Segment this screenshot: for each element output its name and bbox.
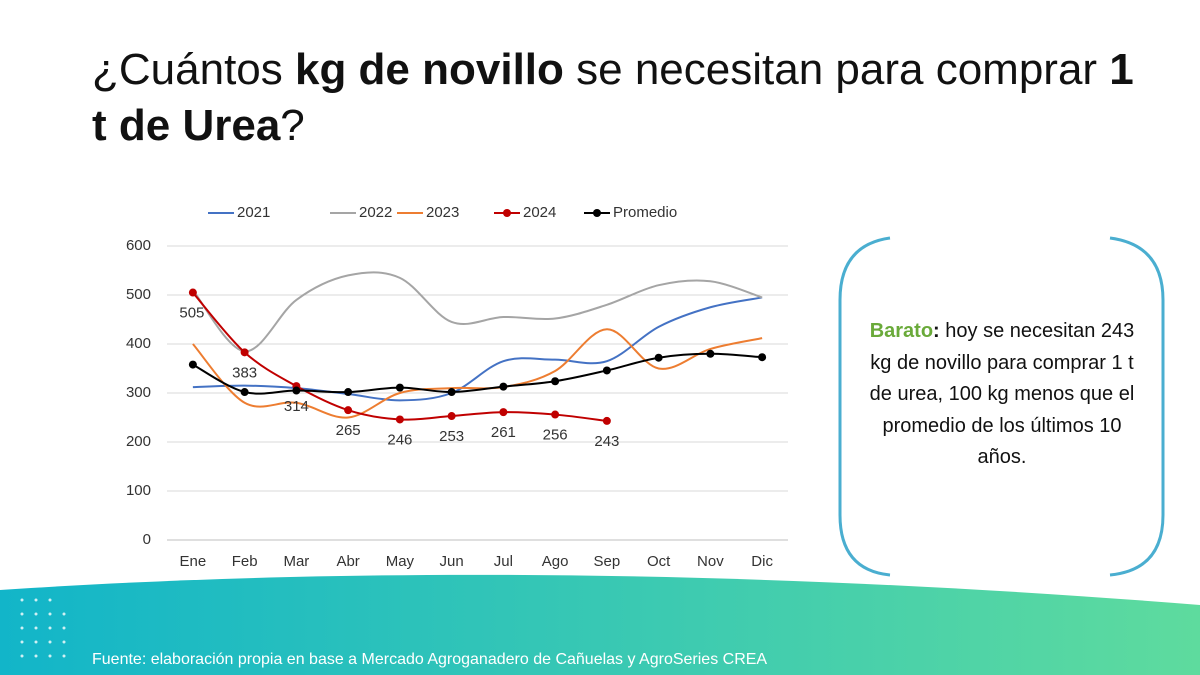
legend-label: Promedio (613, 204, 677, 221)
y-tick-label: 300 (126, 384, 151, 401)
title-part: se necesitan para comprar (563, 45, 1110, 94)
x-tick-label: Ene (180, 553, 207, 570)
data-label: 243 (594, 433, 619, 450)
source-note: Fuente: elaboración propia en base a Mer… (92, 651, 768, 668)
title-part: kg de novillo (294, 45, 564, 94)
series-line (192, 291, 607, 422)
legend-marker (503, 209, 511, 217)
point-marker (240, 348, 249, 357)
x-tick-label: Nov (697, 553, 724, 570)
x-tick-label: May (386, 553, 415, 570)
x-tick-label: Mar (283, 553, 309, 570)
callout-text: hoy se necesitan 243 kg de novillo para … (869, 320, 1135, 468)
title-part: ¿Cuántos (92, 45, 295, 94)
callout-colon: : (933, 320, 940, 342)
point-marker (188, 288, 197, 297)
x-tick-label: Jun (440, 553, 464, 570)
data-label: 505 (179, 305, 204, 322)
data-label: 253 (439, 428, 464, 445)
point-marker (395, 383, 404, 392)
legend-label: 2024 (523, 204, 556, 221)
x-tick-label: Abr (336, 553, 359, 570)
data-label: 314 (284, 398, 309, 415)
callout-highlight: Barato (869, 320, 934, 342)
y-tick-label: 500 (126, 286, 151, 303)
point-marker (499, 382, 508, 391)
series-line (192, 271, 763, 353)
x-tick-label: Jul (494, 553, 513, 570)
data-label: 261 (491, 424, 516, 441)
series-line (192, 352, 763, 395)
x-tick-label: Oct (647, 553, 671, 570)
slide-title: ¿Cuántos kg de novillo se necesitan para… (92, 42, 1142, 154)
title-part: ? (280, 101, 305, 150)
point-marker (344, 388, 353, 397)
point-marker (344, 406, 353, 415)
legend-label: 2023 (426, 204, 459, 221)
point-marker (395, 415, 404, 424)
x-tick-label: Dic (751, 553, 773, 570)
point-marker (602, 416, 611, 425)
point-marker (499, 408, 508, 417)
x-tick-label: Ago (542, 553, 569, 570)
point-marker (240, 388, 249, 397)
callout-bracket (838, 236, 891, 577)
point-marker (447, 388, 456, 397)
y-tick-label: 100 (126, 482, 151, 499)
x-tick-label: Sep (594, 553, 621, 570)
y-tick-label: 600 (126, 237, 151, 254)
footer-wave (0, 574, 1200, 675)
y-tick-label: 200 (126, 433, 151, 450)
point-marker (551, 410, 560, 419)
x-tick-label: Feb (232, 553, 258, 570)
point-marker (758, 353, 767, 362)
point-marker (551, 377, 560, 386)
point-marker (654, 353, 663, 362)
y-tick-label: 0 (143, 531, 151, 548)
chart: 0 100 200 300 400 500 600 Ene Feb Mar Abr May Jun Jul… (126, 204, 788, 570)
y-tick-label: 400 (126, 335, 151, 352)
data-label: 256 (543, 427, 568, 444)
data-label: 383 (232, 364, 257, 381)
title-part: 1 t de Urea (92, 45, 1134, 150)
callout-bracket (1109, 236, 1165, 577)
point-marker (447, 412, 456, 421)
legend-label: 2021 (237, 204, 270, 221)
legend-label: 2022 (359, 204, 392, 221)
series-line (192, 328, 763, 419)
legend-marker (593, 209, 601, 217)
point-marker (602, 366, 611, 375)
callout: Barato: hoy se necesitan 243 kg de novil… (862, 316, 1142, 474)
point-marker (292, 386, 301, 395)
point-marker (706, 349, 715, 358)
data-label: 265 (336, 422, 361, 439)
data-label: 246 (387, 431, 412, 448)
series-line (192, 296, 763, 402)
point-marker (188, 360, 197, 369)
dots (20, 598, 66, 658)
